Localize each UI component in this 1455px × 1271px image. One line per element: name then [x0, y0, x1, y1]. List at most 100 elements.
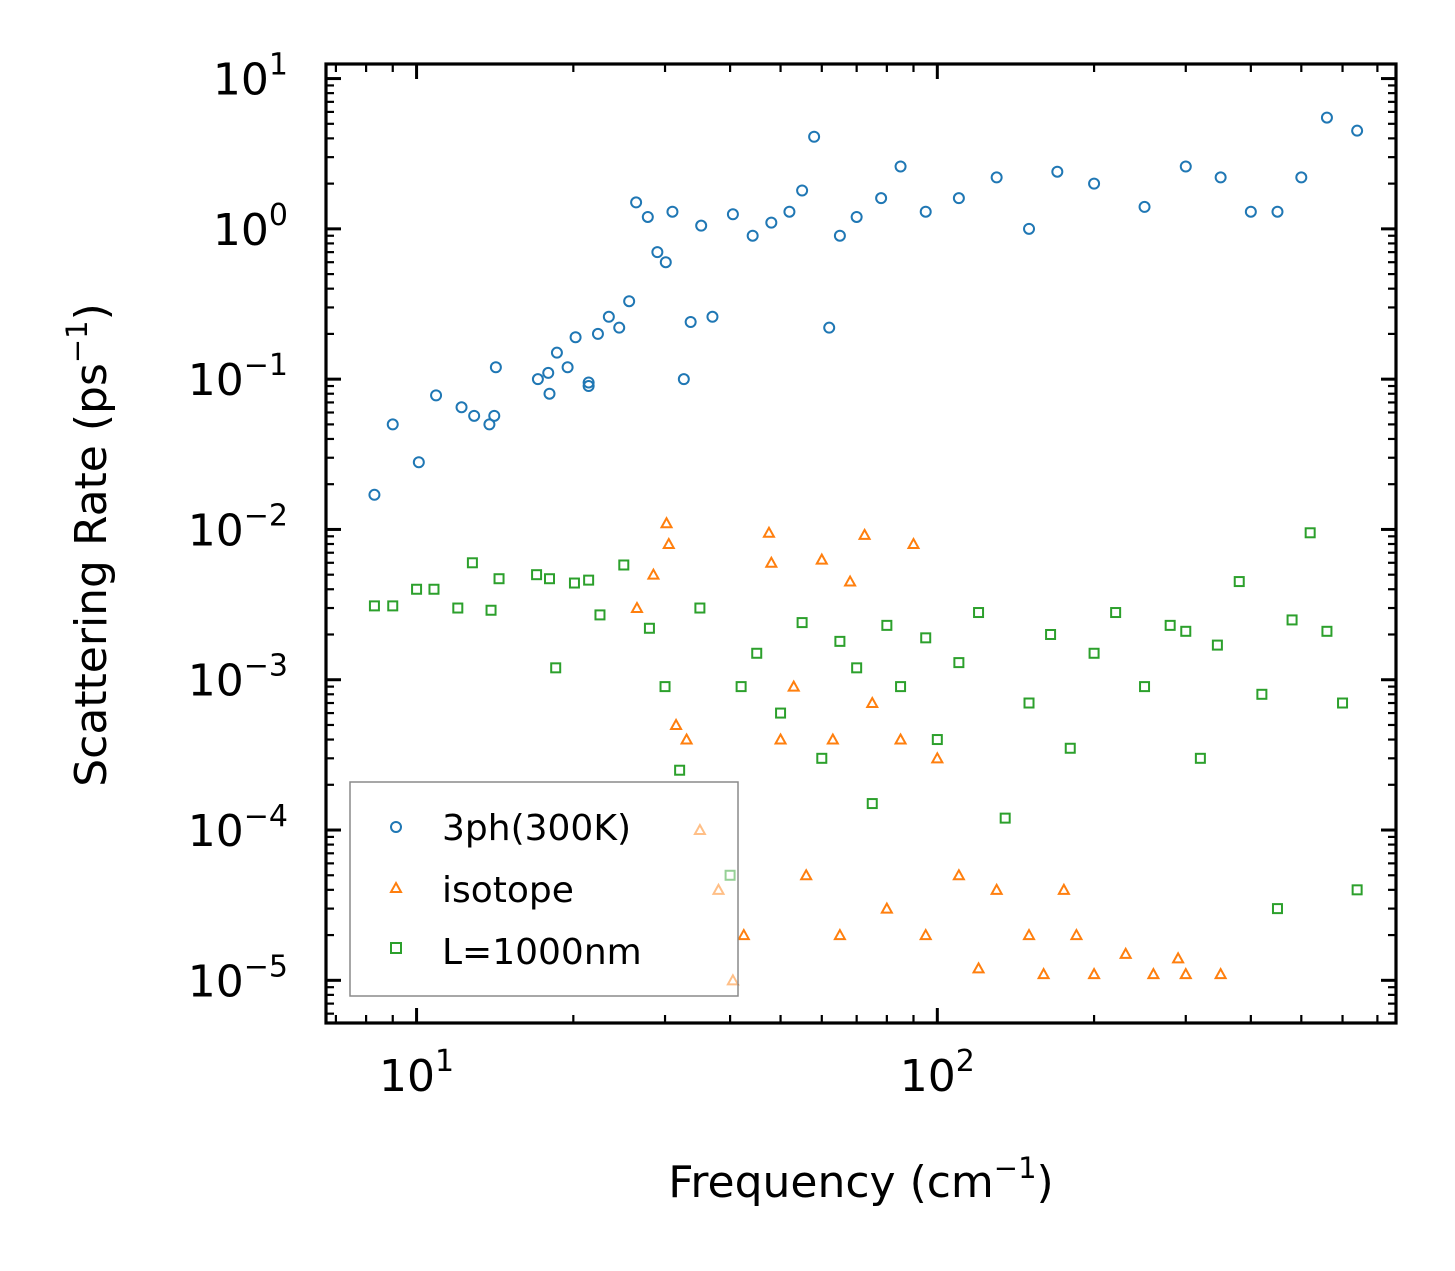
point: [1304, 527, 1316, 539]
point: [1036, 967, 1051, 980]
point: [646, 567, 661, 580]
point: [411, 583, 423, 595]
point: [875, 192, 888, 205]
point: [583, 574, 595, 586]
point: [857, 527, 872, 540]
point: [679, 732, 694, 745]
point: [1146, 967, 1161, 980]
point: [489, 361, 502, 374]
point: [775, 707, 787, 719]
point: [1138, 200, 1151, 213]
point: [568, 577, 580, 589]
point: [823, 321, 836, 334]
point: [833, 229, 846, 242]
point: [684, 316, 697, 329]
legend-box: [349, 781, 739, 997]
point: [1233, 576, 1245, 588]
y-axis-title-tail: ): [66, 303, 117, 320]
point: [659, 256, 672, 269]
y-axis-title-main: Scattering Rate (ps: [66, 363, 117, 787]
point: [1087, 967, 1101, 980]
point: [826, 732, 840, 745]
point: [651, 246, 664, 259]
point: [1180, 625, 1192, 637]
point: [368, 488, 381, 501]
point: [531, 569, 543, 581]
point: [833, 928, 847, 941]
point: [765, 216, 778, 229]
point: [659, 516, 674, 529]
y-tick-label: 10−1: [188, 348, 288, 406]
point: [1139, 681, 1151, 693]
point: [706, 310, 719, 323]
point: [1118, 946, 1133, 959]
legend-label-3ph: 3ph(300K): [442, 808, 631, 849]
y-tick-label: 10−4: [188, 799, 288, 857]
point: [666, 205, 679, 218]
y-tick-label: 101: [213, 48, 288, 106]
x-axis-title: Frequency (cm−1): [668, 1151, 1053, 1208]
x-axis-title-sup: −1: [994, 1151, 1037, 1185]
point: [1164, 619, 1176, 631]
point: [787, 679, 801, 692]
point: [865, 695, 879, 709]
point: [1064, 742, 1076, 754]
point: [430, 389, 443, 402]
y-tick-label: 10−2: [188, 498, 288, 556]
point: [1171, 951, 1185, 964]
point: [455, 401, 468, 414]
point: [485, 604, 497, 616]
x-axis-title-main: Frequency (cm: [668, 1157, 994, 1208]
point: [386, 418, 399, 431]
point: [623, 295, 636, 308]
point: [428, 583, 440, 595]
x-tick-label: 102: [900, 1044, 975, 1102]
point: [920, 632, 932, 644]
point: [1244, 205, 1257, 218]
point: [594, 609, 606, 621]
point: [1088, 647, 1100, 659]
legend-marker-l1000nm: [390, 942, 402, 954]
point: [1045, 628, 1057, 640]
point: [1179, 160, 1192, 173]
point: [543, 387, 556, 400]
point: [618, 559, 630, 571]
point: [1214, 171, 1227, 184]
y-axis-title-sup: −1: [60, 320, 94, 363]
point: [726, 208, 739, 221]
point: [412, 456, 425, 469]
point: [796, 617, 808, 629]
point: [764, 555, 779, 568]
point: [735, 681, 747, 693]
legend-label-l1000nm: L=1000nm: [442, 932, 642, 973]
point: [582, 380, 595, 393]
point: [1023, 697, 1035, 709]
point: [737, 928, 751, 941]
point: [1337, 697, 1349, 709]
point: [569, 331, 582, 344]
series-0: [368, 111, 1364, 501]
point: [387, 600, 399, 612]
point: [799, 868, 813, 881]
point: [483, 418, 496, 431]
point: [1088, 177, 1101, 190]
point: [531, 373, 544, 386]
point: [893, 732, 908, 745]
point: [989, 882, 1004, 895]
point: [542, 366, 555, 379]
tick-layer: 101 102 101 100 10−1 10−2 10−3 10−4 10−5: [188, 48, 1396, 1102]
point: [851, 662, 863, 674]
point: [669, 717, 683, 730]
point: [641, 210, 654, 223]
point: [952, 192, 965, 205]
point: [468, 409, 481, 422]
point: [550, 346, 563, 359]
y-tick-label: 10−5: [188, 949, 288, 1007]
point: [1211, 639, 1223, 651]
point: [1321, 625, 1333, 637]
point: [1213, 967, 1228, 980]
point: [1351, 124, 1364, 137]
point: [850, 210, 863, 223]
point: [1023, 222, 1036, 235]
